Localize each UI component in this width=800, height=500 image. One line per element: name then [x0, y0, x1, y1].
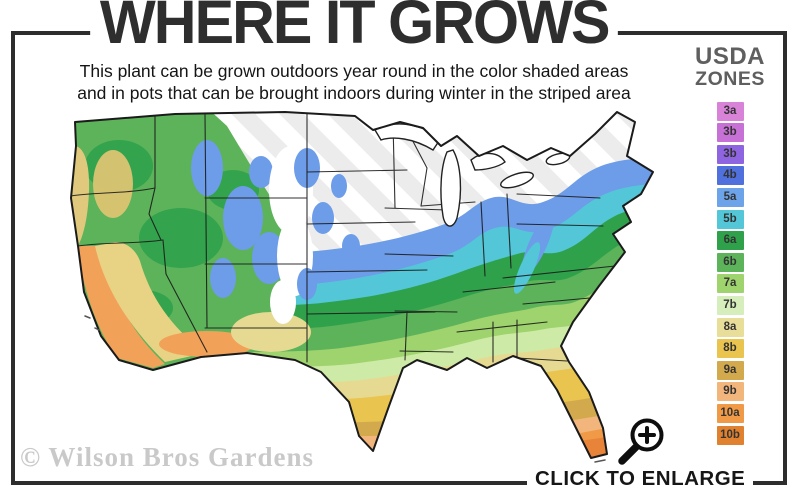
rockies-patches: [269, 146, 360, 324]
legend-zone-swatch: 3b: [716, 123, 744, 143]
state-borders: [71, 112, 616, 363]
usda-hardiness-map[interactable]: [55, 106, 671, 474]
legend-zone-swatch: 5b: [716, 209, 744, 229]
western-mountain-region: [71, 112, 311, 370]
subtitle-line-1: This plant can be grown outdoors year ro…: [79, 61, 629, 81]
legend-zone-swatch: 10b: [716, 425, 744, 445]
legend-zone-swatch: 4b: [716, 166, 744, 186]
legend-zone-swatch: 5a: [716, 188, 744, 207]
legend-zone-swatch: 8b: [716, 339, 744, 359]
legend-zone-swatch: 3b: [716, 144, 744, 164]
click-to-enlarge-label[interactable]: CLICK TO ENLARGE: [527, 467, 754, 491]
legend-zone-swatch: 9a: [716, 360, 744, 380]
subtitle-line-2: and in pots that can be brought indoors …: [77, 82, 631, 103]
subtitle: This plant can be grown outdoors year ro…: [28, 61, 680, 104]
legend-title-zones: ZONES: [695, 68, 765, 91]
us-outline: [70, 111, 654, 459]
appalachian-cool-patches: [513, 212, 555, 294]
channel-islands: [84, 315, 606, 463]
page-title: WHERE IT GROWS: [46, 0, 662, 54]
magnifier-zoom-in-icon[interactable]: [611, 412, 671, 468]
legend-zone-swatch: 7a: [716, 274, 744, 294]
us-map-svg: [70, 111, 654, 463]
legend-zone-swatch: 6a: [716, 231, 744, 251]
legend-zone-swatch: 8a: [716, 317, 744, 337]
legend-zones: 3a 3b 3b 4b 5a 5b 6a 6b 7a 7b 8a 8b 9a 9b 10a 10b: [688, 101, 772, 445]
legend-zone-swatch: 7b: [716, 295, 744, 315]
legend-title-usda: USDA: [694, 43, 765, 70]
legend-zone-swatch: 6b: [716, 252, 744, 272]
legend-zone-swatch: 3a: [716, 101, 744, 121]
legend-zone-swatch: 9b: [716, 382, 744, 402]
usda-zones-legend: USDA ZONES 3a 3b 3b 4b 5a 5b 6a 6b 7a 7b 8a 8b 9a 9b 1…: [688, 44, 772, 447]
watermark: © Wilson Bros Gardens: [20, 442, 314, 472]
legend-zone-swatch: 10a: [716, 403, 744, 423]
